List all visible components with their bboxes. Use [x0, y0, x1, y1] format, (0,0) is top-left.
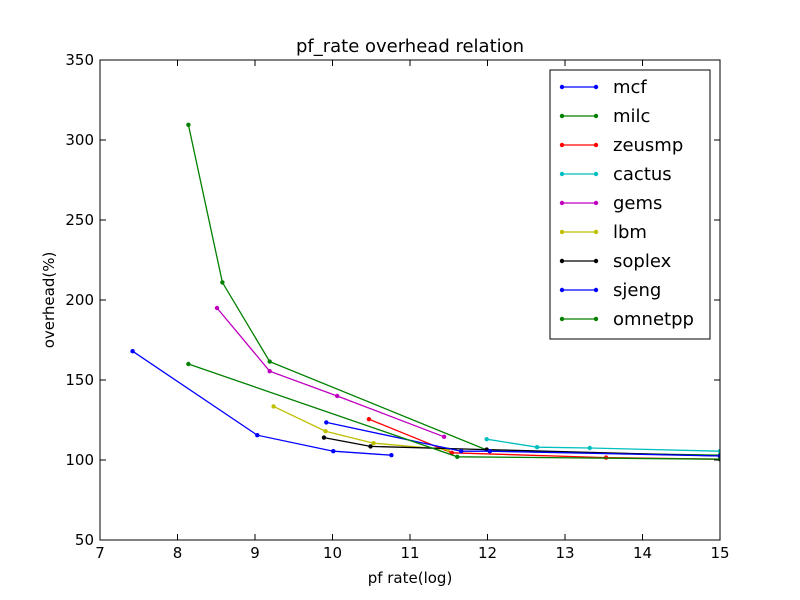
y-tick-label: 150: [65, 371, 94, 389]
y-tick-label: 350: [65, 51, 94, 69]
data-point-lbm: [271, 404, 276, 409]
legend-label: soplex: [613, 251, 672, 272]
x-tick-label: 14: [633, 544, 652, 562]
legend-item-omnetpp: omnetpp: [559, 309, 694, 330]
data-point-zeusmp: [366, 417, 372, 422]
y-axis-label: overhead(%): [40, 252, 58, 349]
x-tick-label: 12: [478, 544, 497, 562]
legend-item-sjeng: sjeng: [559, 280, 661, 301]
series-line-lbm: [273, 405, 449, 451]
legend-item-soplex: soplex: [559, 251, 672, 272]
legend-swatch-marker: [593, 258, 599, 264]
data-point-mcf: [255, 433, 260, 438]
data-point-gems: [214, 305, 220, 311]
legend-swatch-marker: [559, 113, 565, 119]
legend-item-milc: milc: [559, 106, 650, 127]
legend-item-mcf: mcf: [559, 77, 647, 98]
legend-swatch-marker: [593, 287, 599, 293]
data-point-omnetpp: [186, 361, 191, 367]
legend-label: lbm: [613, 222, 647, 243]
series-mcf: [130, 349, 394, 458]
series-group: [130, 122, 720, 462]
y-tick-label: 300: [65, 131, 94, 149]
data-point-omnetpp: [455, 454, 460, 459]
data-point-sjeng: [324, 420, 329, 425]
x-tick-label: 13: [555, 544, 574, 562]
data-point-cactus: [717, 449, 720, 454]
legend-item-zeusmp: zeusmp: [559, 135, 683, 156]
y-tick-label: 250: [65, 211, 94, 229]
data-point-cactus: [587, 445, 592, 451]
legend-label: gems: [613, 193, 662, 214]
series-line-sjeng: [326, 421, 720, 457]
x-tick-label: 7: [95, 544, 105, 562]
legend: mcf milc zeusmp cactus gems lbm soplex sjeng omn…: [549, 69, 711, 340]
x-tick-label: 11: [400, 544, 419, 562]
series-line-mcf: [132, 350, 392, 456]
data-point-mcf: [331, 449, 336, 454]
data-point-cactus: [534, 445, 540, 450]
series-line-soplex: [323, 436, 720, 457]
x-axis-label: pf rate(log): [368, 569, 453, 587]
chart-title: pf_rate overhead relation: [296, 36, 524, 57]
data-point-milc: [220, 280, 225, 285]
legend-label: cactus: [613, 164, 672, 185]
data-point-sjeng: [487, 449, 492, 454]
y-tick-label: 50: [75, 531, 94, 549]
legend-swatch-marker: [559, 171, 565, 177]
data-point-milc: [267, 359, 272, 364]
data-point-gems: [335, 393, 340, 399]
legend-swatch-marker: [593, 316, 599, 322]
legend-label: sjeng: [613, 280, 661, 301]
legend-swatch-marker: [593, 84, 599, 90]
legend-swatch-marker: [559, 287, 565, 293]
legend-swatch-marker: [559, 316, 565, 322]
data-point-gems: [267, 369, 272, 374]
legend-swatch-marker: [593, 113, 599, 119]
legend-label: mcf: [613, 77, 647, 98]
series-sjeng: [324, 420, 720, 459]
series-omnetpp: [186, 361, 720, 462]
data-point-soplex: [368, 444, 373, 449]
data-point-cactus: [484, 437, 489, 442]
legend-swatch-marker: [593, 200, 599, 206]
data-point-lbm: [371, 441, 376, 446]
data-point-soplex: [321, 435, 327, 440]
data-point-gems: [441, 434, 447, 439]
legend-swatch-marker: [593, 229, 599, 235]
x-tick-label: 10: [323, 544, 342, 562]
x-tick-label: 9: [250, 544, 260, 562]
legend-swatch-marker: [559, 200, 565, 206]
plot-area: 7 8 9 10 11 12 13 14 15 50 100 150 200 250 300 350: [65, 51, 729, 562]
legend-item-lbm: lbm: [559, 222, 647, 243]
series-line-cactus: [486, 438, 720, 452]
legend-swatch-marker: [559, 229, 565, 235]
legend-box: [549, 69, 711, 340]
legend-label: omnetpp: [613, 309, 694, 330]
x-tick-label: 8: [173, 544, 183, 562]
legend-label: zeusmp: [613, 135, 683, 156]
y-tick-label: 200: [65, 291, 94, 309]
legend-label: milc: [613, 106, 650, 127]
legend-swatch-marker: [559, 142, 565, 148]
data-point-lbm: [323, 429, 328, 434]
data-point-sjeng: [459, 449, 464, 454]
data-point-milc: [186, 122, 191, 128]
legend-swatch-marker: [593, 142, 599, 148]
legend-swatch-marker: [559, 84, 565, 90]
series-gems: [214, 305, 447, 439]
x-tick-label: 15: [710, 544, 729, 562]
y-tick-label: 100: [65, 451, 94, 469]
legend-swatch-marker: [559, 258, 565, 264]
legend-item-gems: gems: [559, 193, 662, 214]
data-point-mcf: [389, 453, 394, 458]
data-point-mcf: [130, 349, 135, 354]
series-line-gems: [216, 307, 445, 438]
series-cactus: [484, 437, 720, 454]
legend-item-cactus: cactus: [559, 164, 672, 185]
legend-swatch-marker: [593, 171, 599, 177]
